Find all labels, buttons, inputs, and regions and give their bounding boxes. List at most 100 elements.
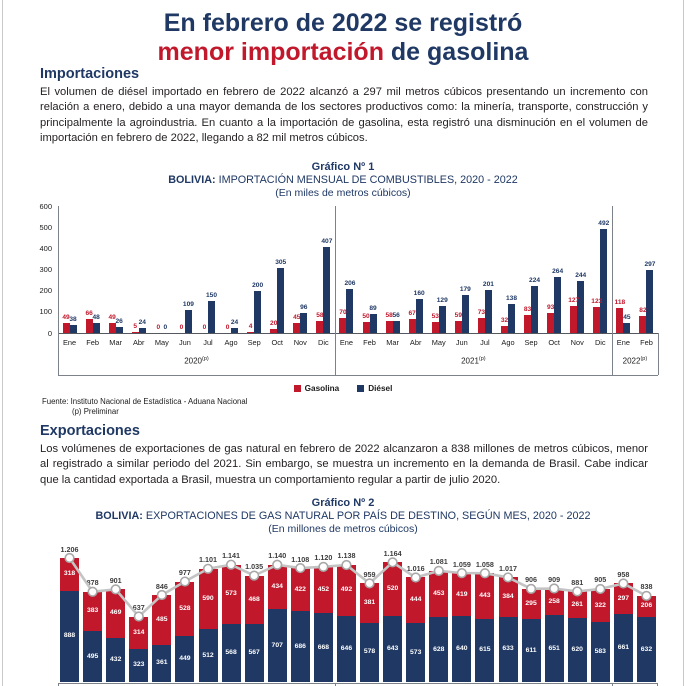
segment-value-blue: 567 — [248, 648, 260, 656]
chart1-subtitle-rest: IMPORTACIÓN MENSUAL DE COMBUSTIBLES, 202… — [215, 174, 518, 186]
bar-value-gasolina: 0 — [202, 324, 207, 331]
bar-gasolina — [316, 320, 324, 333]
stacked-segment-blue — [590, 622, 610, 682]
bar-gasolina — [131, 331, 139, 333]
chart2-title: Gráfico Nº 2 — [311, 497, 375, 509]
bar-gasolina — [339, 318, 347, 333]
gasolina-swatch-icon — [293, 385, 301, 392]
bar-value-gasolina: 66 — [85, 310, 93, 318]
bar-diesel — [92, 322, 100, 333]
bar-value-gasolina: 127 — [568, 297, 580, 305]
y-axis-tick-label: 600 — [39, 201, 52, 211]
bar-gasolina — [270, 328, 278, 333]
segment-value-red: 485 — [156, 615, 168, 623]
main-title-line1: En febrero de 2022 se registró — [163, 9, 523, 37]
chart1-unit: (En miles de metros cúbicos) — [275, 186, 411, 199]
bar-diesel — [369, 314, 377, 333]
segment-value-red: 590 — [202, 595, 214, 603]
stacked-segment-blue — [498, 616, 518, 682]
stacked-segment-blue — [152, 644, 172, 682]
month-label: Sep — [524, 338, 538, 347]
total-value-label: 1.141 — [222, 551, 241, 561]
year-label: 2021(p) — [461, 356, 486, 366]
stacked-segment-blue — [313, 613, 333, 682]
segment-value-red: 258 — [548, 597, 560, 605]
bar-value-diesel: 206 — [344, 280, 356, 288]
total-value-label: 1.035 — [245, 562, 264, 572]
month-label: Oct — [548, 338, 560, 347]
bar-value-gasolina: 32 — [500, 317, 509, 325]
stacked-segment-blue — [267, 609, 287, 682]
bar-diesel — [531, 285, 539, 333]
bar-value-diesel: 38 — [69, 315, 77, 323]
segment-value-red: 469 — [110, 609, 122, 617]
bar-value-gasolina: 0 — [225, 324, 230, 331]
segment-value-blue: 578 — [363, 648, 376, 656]
month-label: Mar — [386, 338, 399, 347]
stacked-segment-blue — [290, 611, 310, 682]
chart1-imports-bar-chart: 600 500 400 300 200 100 0 Ene Feb Mar Abr May Jun Jul… — [28, 201, 660, 379]
stacked-segment-blue — [221, 623, 241, 682]
total-value-label: 1.138 — [337, 551, 356, 561]
year-sup: (p) — [478, 356, 486, 362]
segment-value-red: 383 — [86, 607, 99, 615]
bar-value-diesel: 200 — [252, 281, 264, 289]
month-label: May — [154, 338, 169, 347]
bar-diesel — [254, 290, 262, 333]
month-label: Nov — [570, 338, 584, 347]
bar-value-diesel: 492 — [598, 219, 610, 227]
segment-value-red: 453 — [433, 590, 445, 598]
segment-value-red: 384 — [502, 593, 514, 601]
exportaciones-paragraph: Los volúmenes de exportaciones de gas na… — [40, 443, 648, 486]
total-value-label: 1.058 — [475, 559, 494, 569]
segment-value-blue: 611 — [525, 646, 537, 654]
axis-separator — [334, 206, 336, 375]
y-axis-tick-label: 0 — [47, 328, 52, 338]
bar-value-diesel: 45 — [623, 314, 631, 322]
stacked-segment-blue — [129, 648, 149, 682]
stacked-segment-blue — [336, 615, 356, 682]
bar-diesel — [646, 270, 654, 333]
bar-value-diesel: 56 — [392, 312, 400, 320]
segment-value-red: 318 — [63, 570, 76, 578]
segment-value-blue: 512 — [202, 651, 214, 659]
bar-diesel — [623, 323, 631, 333]
bar-value-diesel: 48 — [92, 313, 100, 321]
bar-value-diesel: 89 — [369, 305, 377, 313]
main-title-line2-rest: de gasolina — [383, 38, 529, 66]
total-value-label: 1.120 — [314, 553, 333, 563]
segment-value-blue: 640 — [456, 645, 468, 653]
legend-gasolina-label: Gasolina — [304, 384, 340, 393]
bar-diesel — [415, 299, 423, 333]
bar-value-gasolina: 20 — [270, 319, 278, 327]
segment-value-blue: 668 — [317, 643, 330, 651]
total-value-label: 977 — [178, 568, 191, 578]
segment-value-red: 520 — [386, 585, 399, 593]
bar-gasolina — [524, 315, 532, 333]
bar-diesel — [115, 327, 123, 333]
month-label: Abr — [132, 338, 145, 347]
month-label: Ene — [616, 338, 630, 347]
axis-separator — [611, 206, 613, 375]
segment-value-blue: 661 — [617, 644, 630, 652]
stacked-segment-blue — [475, 618, 495, 682]
stacked-segment-blue — [636, 617, 656, 682]
bar-gasolina — [431, 321, 439, 333]
chart1-legend: Gasolina Diésel — [0, 384, 686, 393]
segment-value-blue: 568 — [225, 648, 237, 656]
bar-diesel — [346, 289, 354, 333]
segment-value-blue: 632 — [640, 645, 653, 653]
bar-value-diesel: 150 — [205, 292, 218, 300]
segment-value-blue: 707 — [271, 641, 283, 649]
month-label: Jul — [480, 338, 490, 347]
total-value-label: 1.081 — [429, 557, 448, 567]
bar-value-diesel: 224 — [529, 276, 541, 284]
segment-value-red: 443 — [479, 591, 491, 599]
bar-diesel — [300, 312, 308, 333]
bar-gasolina — [247, 332, 255, 333]
bar-value-diesel: 109 — [182, 300, 194, 308]
axis-bottom-line — [58, 683, 658, 684]
stacked-segment-blue — [106, 637, 126, 682]
chart1-plot — [58, 206, 658, 334]
